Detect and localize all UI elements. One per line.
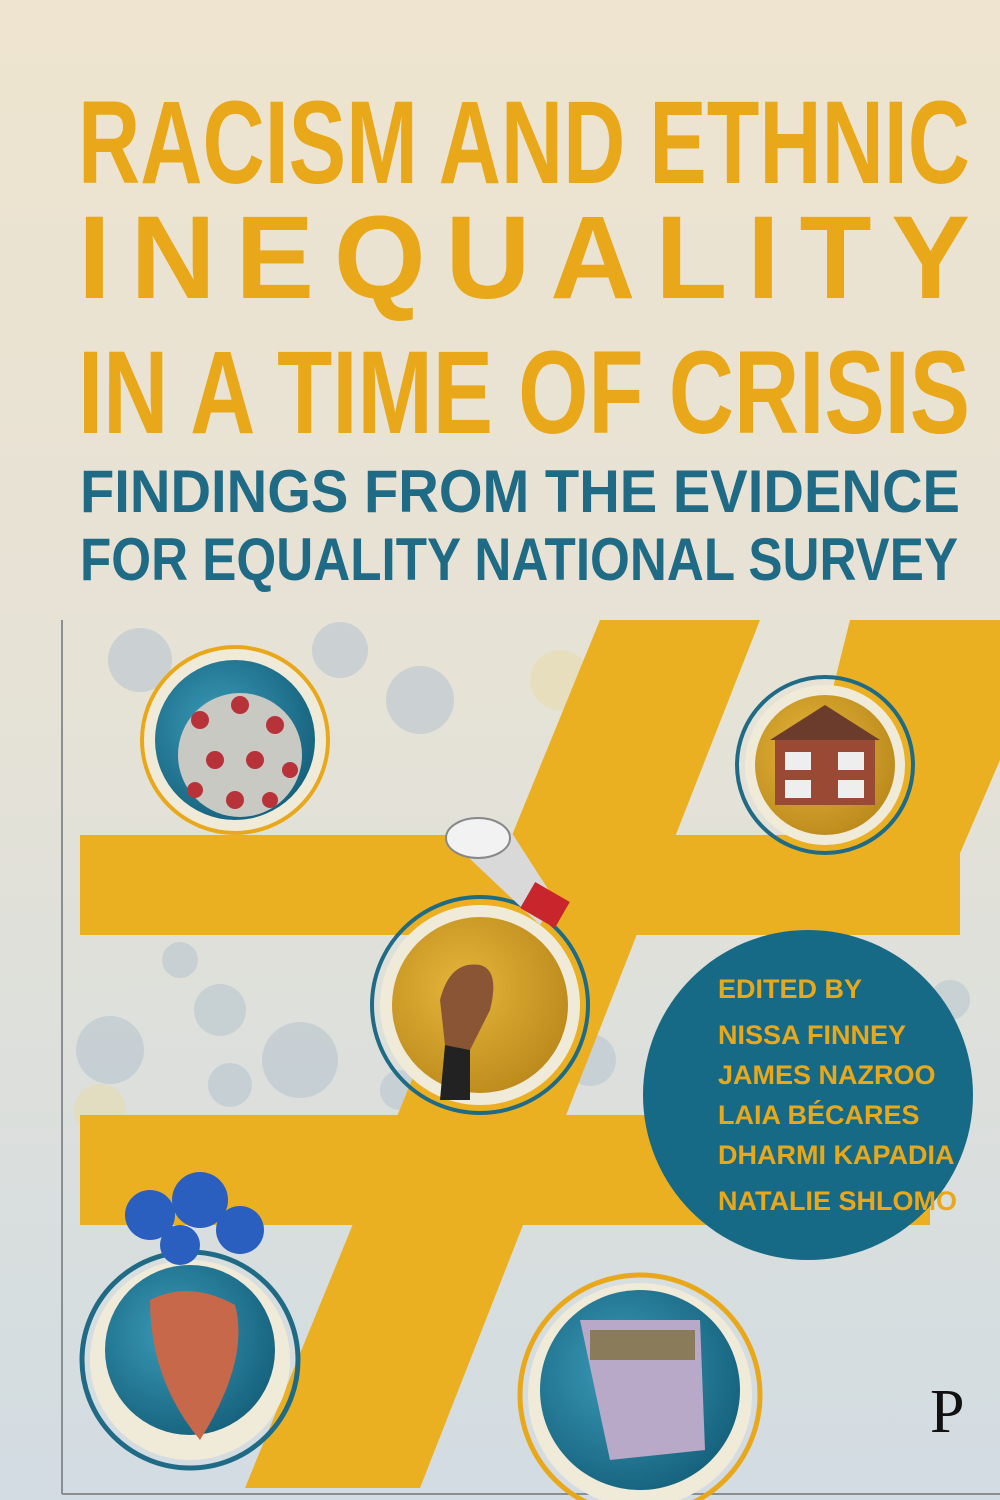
chart-axis-decoration (61, 620, 1000, 1495)
title-line-2: INEQUALITY (78, 192, 970, 324)
title-line-3: IN A TIME OF CRISIS (78, 327, 970, 459)
banknotes-illustration (517, 1272, 763, 1500)
megaphone-fist-illustration (370, 817, 590, 1115)
subtitle-line-1: FINDINGS FROM THE EVIDENCE (80, 458, 960, 525)
subtitle-line-2: FOR EQUALITY NATIONAL SURVEY (80, 526, 958, 593)
publisher-logo-letter: P (930, 1378, 964, 1446)
coronavirus-illustration (140, 645, 330, 835)
editors-panel: EDITED BY NISSA FINNEY JAMES NAZROO LAIA… (643, 930, 973, 1260)
editor-name: LAIA BÉCARES (718, 1099, 920, 1130)
title-line-1: RACISM AND ETHNIC (78, 77, 970, 209)
editor-name: NATALIE SHLOMO (718, 1186, 957, 1216)
heart-flowers-illustration (79, 1172, 301, 1471)
editor-name: NISSA FINNEY (718, 1020, 906, 1050)
house-illustration (735, 675, 915, 855)
editor-name: JAMES NAZROO (718, 1060, 936, 1090)
editor-name: DHARMI KAPADIA (718, 1140, 955, 1170)
edited-by-label: EDITED BY (718, 974, 862, 1004)
publisher-logo: P (930, 1378, 964, 1446)
